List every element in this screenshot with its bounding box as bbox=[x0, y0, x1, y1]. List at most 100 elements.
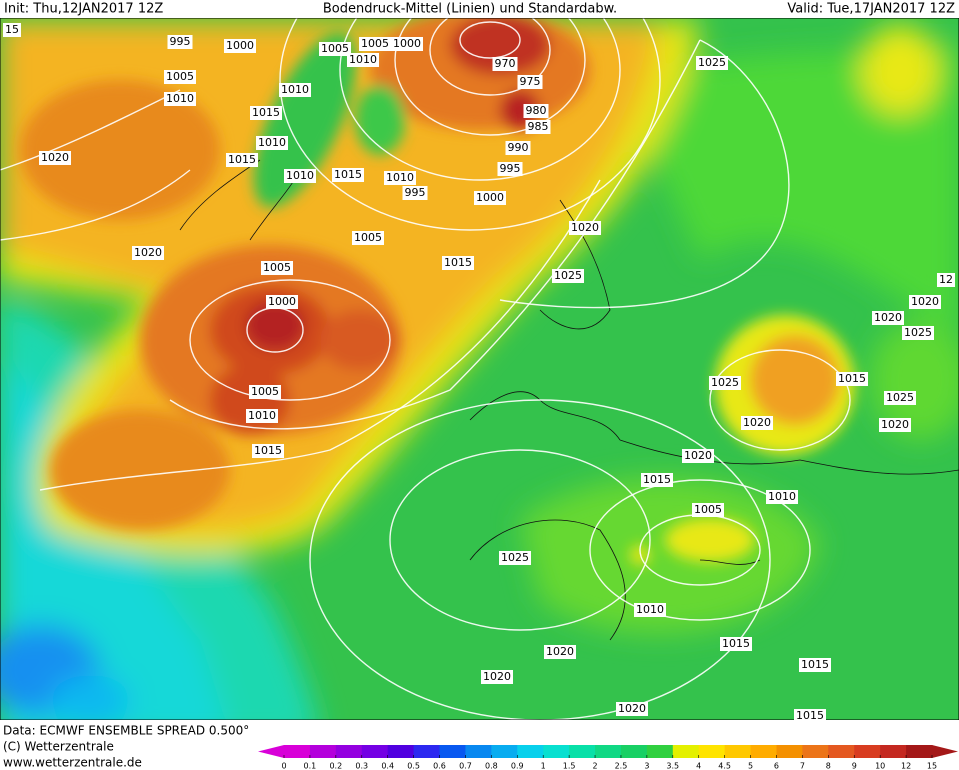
isobar-label-bg bbox=[481, 670, 513, 684]
map-title: Bodendruck-Mittel (Linien) und Standarda… bbox=[323, 2, 617, 17]
isobar-label: 1015 bbox=[252, 106, 280, 119]
isobar-label: 1025 bbox=[711, 376, 739, 389]
colorbar-swatch bbox=[776, 745, 803, 758]
isobar-label: 1020 bbox=[618, 702, 646, 715]
isobar-label: 1020 bbox=[743, 416, 771, 429]
colorbar-swatch bbox=[309, 745, 337, 758]
map-field bbox=[0, 18, 959, 720]
colorbar-swatch bbox=[517, 745, 544, 758]
isobar-label: 1010 bbox=[386, 171, 414, 184]
colorbar-tick-label: 0.7 bbox=[459, 762, 472, 770]
isobar-label: 1020 bbox=[546, 645, 574, 658]
isobar-label-bg bbox=[517, 75, 543, 89]
isobar-label: 975 bbox=[520, 75, 541, 88]
isobar-label-bg bbox=[641, 473, 673, 487]
isobar-label-bg bbox=[499, 551, 531, 565]
isobar-label-bg bbox=[167, 35, 193, 49]
isobar-label: 1010 bbox=[281, 83, 309, 96]
colorbar-swatch bbox=[828, 745, 855, 758]
colorbar-swatch bbox=[672, 745, 700, 758]
isobar-label-bg bbox=[164, 92, 196, 106]
isobar-label: 1005 bbox=[166, 70, 194, 83]
isobar-label-bg bbox=[497, 162, 523, 176]
colorbar-swatch bbox=[854, 745, 881, 758]
isobar-label: 1010 bbox=[286, 169, 314, 182]
isobar-label-bg bbox=[569, 221, 601, 235]
isobar-label: 1020 bbox=[134, 246, 162, 259]
isobar-label-bg bbox=[359, 37, 391, 51]
isobar-label-bg bbox=[709, 376, 741, 390]
isobar-label-bg bbox=[523, 104, 549, 118]
isobar-label: 1005 bbox=[361, 37, 389, 50]
isobar-label-bg bbox=[474, 191, 506, 205]
isobar-label: 990 bbox=[508, 141, 529, 154]
colorbar-tick-label: 3.5 bbox=[666, 762, 679, 770]
copyright: (C) Wetterzentrale bbox=[3, 740, 114, 754]
isobar-label-bg bbox=[261, 261, 293, 275]
isobar-label-bg bbox=[442, 256, 474, 270]
isobar-label-bg bbox=[391, 37, 423, 51]
isobar-label: 1015 bbox=[228, 153, 256, 166]
isobar-label: 1005 bbox=[251, 385, 279, 398]
isobar-label-bg bbox=[682, 449, 714, 463]
colorbar-tick-label: 2 bbox=[592, 762, 597, 770]
isobar-label: 1015 bbox=[444, 256, 472, 269]
isobar-label: 1010 bbox=[248, 409, 276, 422]
isobar-label: 1020 bbox=[483, 670, 511, 683]
isobar-label: 995 bbox=[405, 186, 426, 199]
colorbar-tick-label: 10 bbox=[875, 762, 885, 770]
colorbar-swatch bbox=[543, 745, 570, 758]
data-source: Data: ECMWF ENSEMBLE SPREAD 0.500° bbox=[3, 724, 249, 738]
valid-time: Valid: Tue,17JAN2017 12Z bbox=[787, 2, 955, 17]
isobar-label: 1000 bbox=[268, 295, 296, 308]
isobar-label: 15 bbox=[5, 23, 19, 36]
isobar-label-bg bbox=[799, 658, 831, 672]
isobar-label: 995 bbox=[500, 162, 521, 175]
colorbar-tick-label: 0.8 bbox=[485, 762, 498, 770]
isobar-label-bg bbox=[352, 231, 384, 245]
colorbar-swatch bbox=[698, 745, 726, 758]
isobar-label: 1015 bbox=[796, 709, 824, 722]
isobar-label: 1025 bbox=[904, 326, 932, 339]
colorbar-swatch bbox=[413, 745, 441, 758]
colorbar-swatch bbox=[595, 745, 622, 758]
isobar-label-bg bbox=[224, 39, 256, 53]
colorbar-swatch bbox=[802, 745, 829, 758]
colorbar-swatch bbox=[284, 745, 311, 758]
isobar-label: 1015 bbox=[722, 637, 750, 650]
isobar-label-bg bbox=[132, 246, 164, 260]
isobar-label-bg bbox=[266, 295, 298, 309]
colorbar-swatch bbox=[880, 745, 907, 758]
colorbar-swatch bbox=[387, 745, 415, 758]
colorbar-tick-label: 3 bbox=[644, 762, 649, 770]
colorbar-tick-label: 4.5 bbox=[718, 762, 731, 770]
colorbar-swatch bbox=[491, 745, 518, 758]
isobar-label: 980 bbox=[526, 104, 547, 117]
isobar-label: 1015 bbox=[254, 444, 282, 457]
isobar-label-bg bbox=[909, 295, 941, 309]
isobar-label-bg bbox=[634, 603, 666, 617]
init-time: Init: Thu,12JAN2017 12Z bbox=[4, 2, 163, 17]
isobar-label: 1015 bbox=[801, 658, 829, 671]
isobar-label: 1005 bbox=[354, 231, 382, 244]
colorbar-tick-label: 8 bbox=[826, 762, 831, 770]
isobar-label-bg bbox=[766, 490, 798, 504]
isobar-label-bg bbox=[492, 57, 518, 71]
isobar-label-bg bbox=[249, 385, 281, 399]
isobar-label-bg bbox=[937, 273, 955, 287]
isobar-label: 1005 bbox=[263, 261, 291, 274]
isobar-label-bg bbox=[252, 444, 284, 458]
isobar-label-bg bbox=[256, 136, 288, 150]
isobar-label: 1010 bbox=[768, 490, 796, 503]
colorbar-tick-label: 12 bbox=[901, 762, 911, 770]
colorbar-tick-label: 0.4 bbox=[381, 762, 394, 770]
isobar-label: 1015 bbox=[643, 473, 671, 486]
colorbar-tick-label: 6 bbox=[774, 762, 779, 770]
colorbar-swatch bbox=[750, 745, 777, 758]
colorbar-swatch bbox=[724, 745, 752, 758]
isobar-label-bg bbox=[794, 709, 826, 723]
isobar-label-bg bbox=[279, 83, 311, 97]
isobar-label-bg bbox=[226, 153, 258, 167]
isobar-label-bg bbox=[552, 269, 584, 283]
